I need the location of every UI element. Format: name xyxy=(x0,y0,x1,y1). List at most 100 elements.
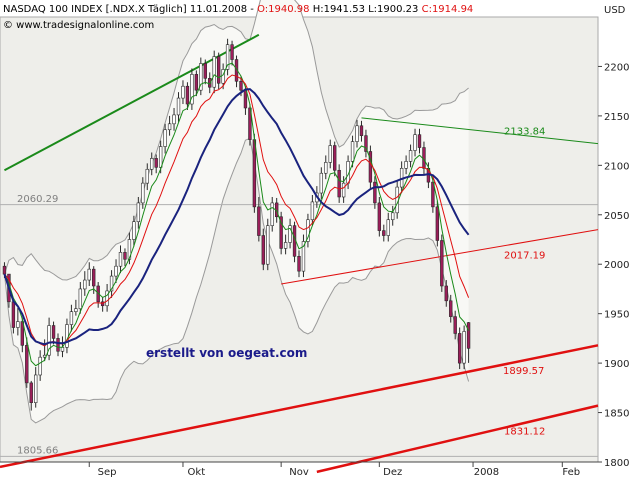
candle-body xyxy=(221,69,225,84)
candle-body xyxy=(109,275,114,292)
bollinger-upper xyxy=(4,0,469,281)
level-label: 2017.19 xyxy=(504,250,545,261)
candle-body xyxy=(11,301,16,328)
y-tick-label: 2000 xyxy=(604,260,629,271)
candle-body xyxy=(2,265,7,275)
candle-body xyxy=(132,221,136,240)
candle-body xyxy=(216,56,221,84)
level-label: 1899.57 xyxy=(503,366,544,377)
candle-body xyxy=(92,268,96,287)
level-label: 1805.66 xyxy=(17,445,58,456)
candle-body xyxy=(306,219,310,242)
candle-body xyxy=(462,331,466,364)
candle-body xyxy=(239,80,243,91)
candle-body xyxy=(185,85,190,105)
candle-body xyxy=(194,74,199,91)
candle-body xyxy=(87,268,91,281)
candle-body xyxy=(167,123,172,131)
green-trend-downward xyxy=(361,117,599,145)
candle-body xyxy=(435,206,440,241)
candle-body xyxy=(176,97,181,116)
candle-body xyxy=(145,168,149,184)
green-trend-upper xyxy=(3,33,260,172)
candle-body xyxy=(47,325,51,356)
candle-body xyxy=(136,202,141,223)
candle-body xyxy=(69,311,74,325)
candle-body xyxy=(440,240,444,287)
currency-label: USD xyxy=(604,5,626,16)
candle-body xyxy=(181,85,185,99)
x-tick-label: Okt xyxy=(188,467,206,478)
header-hl: H:1941.53 L:1900.23 xyxy=(310,4,422,15)
level-label: 1831.12 xyxy=(504,426,545,437)
candle-body xyxy=(270,202,274,226)
candle-body xyxy=(158,146,163,168)
ma-mid-line xyxy=(4,74,470,347)
chart-credit: erstellt von oegeat.com xyxy=(146,346,307,360)
ma-fast-line xyxy=(4,62,470,367)
website-credit: © www.tradesignalonline.com xyxy=(3,20,154,31)
candle-body xyxy=(266,225,270,265)
level-label: 2060.29 xyxy=(17,194,58,205)
candle-body xyxy=(123,252,127,260)
header-title: NASDAQ 100 INDEX [.NDX.X Täglich] 11.01.… xyxy=(3,4,257,15)
y-tick-label: 1800 xyxy=(604,458,629,469)
header-open: O:1940.98 xyxy=(257,4,309,15)
candle-body xyxy=(105,290,109,307)
candle-body xyxy=(252,139,257,208)
y-tick-label: 2150 xyxy=(604,112,629,123)
bollinger-bands xyxy=(4,0,470,424)
level-labels: 2133.84 2060.29 2017.19 1899.57 1831.12 1805.… xyxy=(17,127,545,457)
ma-slow-line xyxy=(3,88,470,346)
candle-body xyxy=(65,324,69,348)
candle-body xyxy=(230,44,234,60)
candle-body xyxy=(359,125,364,136)
y-tick-label: 1850 xyxy=(604,409,629,420)
candle-body xyxy=(114,265,118,277)
candle-body xyxy=(74,308,78,312)
candle-body xyxy=(377,202,382,231)
candle-body xyxy=(449,300,453,317)
candle-body xyxy=(341,182,346,198)
candle-body xyxy=(408,150,413,162)
candle-body xyxy=(150,158,154,170)
candle-body xyxy=(154,158,158,168)
candle-body xyxy=(337,169,341,198)
candle-body xyxy=(60,346,65,352)
candles xyxy=(2,38,471,411)
red-trend-lower xyxy=(0,344,599,469)
candle-body xyxy=(324,162,328,174)
moving-averages xyxy=(3,62,470,367)
y-tick-label: 2050 xyxy=(604,211,629,222)
candle-body xyxy=(373,181,377,204)
candle-body xyxy=(56,338,60,352)
bollinger-fill xyxy=(4,0,469,423)
candle-body xyxy=(212,56,216,88)
candle-body xyxy=(301,241,306,272)
candle-body xyxy=(355,125,359,142)
candle-body xyxy=(444,285,448,302)
candle-body xyxy=(29,382,33,403)
y-tick-label: 2100 xyxy=(604,161,629,172)
red-trend-mid xyxy=(281,229,599,285)
candle-body xyxy=(368,151,373,183)
trend-lines xyxy=(0,33,599,474)
candle-body xyxy=(243,89,248,109)
candle-body xyxy=(457,333,462,364)
axes: 1800 1850 1900 1950 2000 2050 2100 2150 2200 Sep O… xyxy=(0,62,629,478)
candle-body xyxy=(141,182,145,204)
candle-body xyxy=(78,288,83,310)
candle-body xyxy=(310,201,315,221)
candle-body xyxy=(328,145,332,163)
red-trend-bottom xyxy=(316,404,599,474)
candle-body xyxy=(257,206,261,236)
candle-body xyxy=(288,225,292,243)
candle-body xyxy=(261,235,265,265)
x-tick-label: Sep xyxy=(98,467,117,478)
candle-body xyxy=(83,279,87,290)
candle-body xyxy=(118,252,123,267)
y-tick-label: 1900 xyxy=(604,359,629,370)
candle-body xyxy=(350,141,355,162)
candle-body xyxy=(190,74,194,105)
